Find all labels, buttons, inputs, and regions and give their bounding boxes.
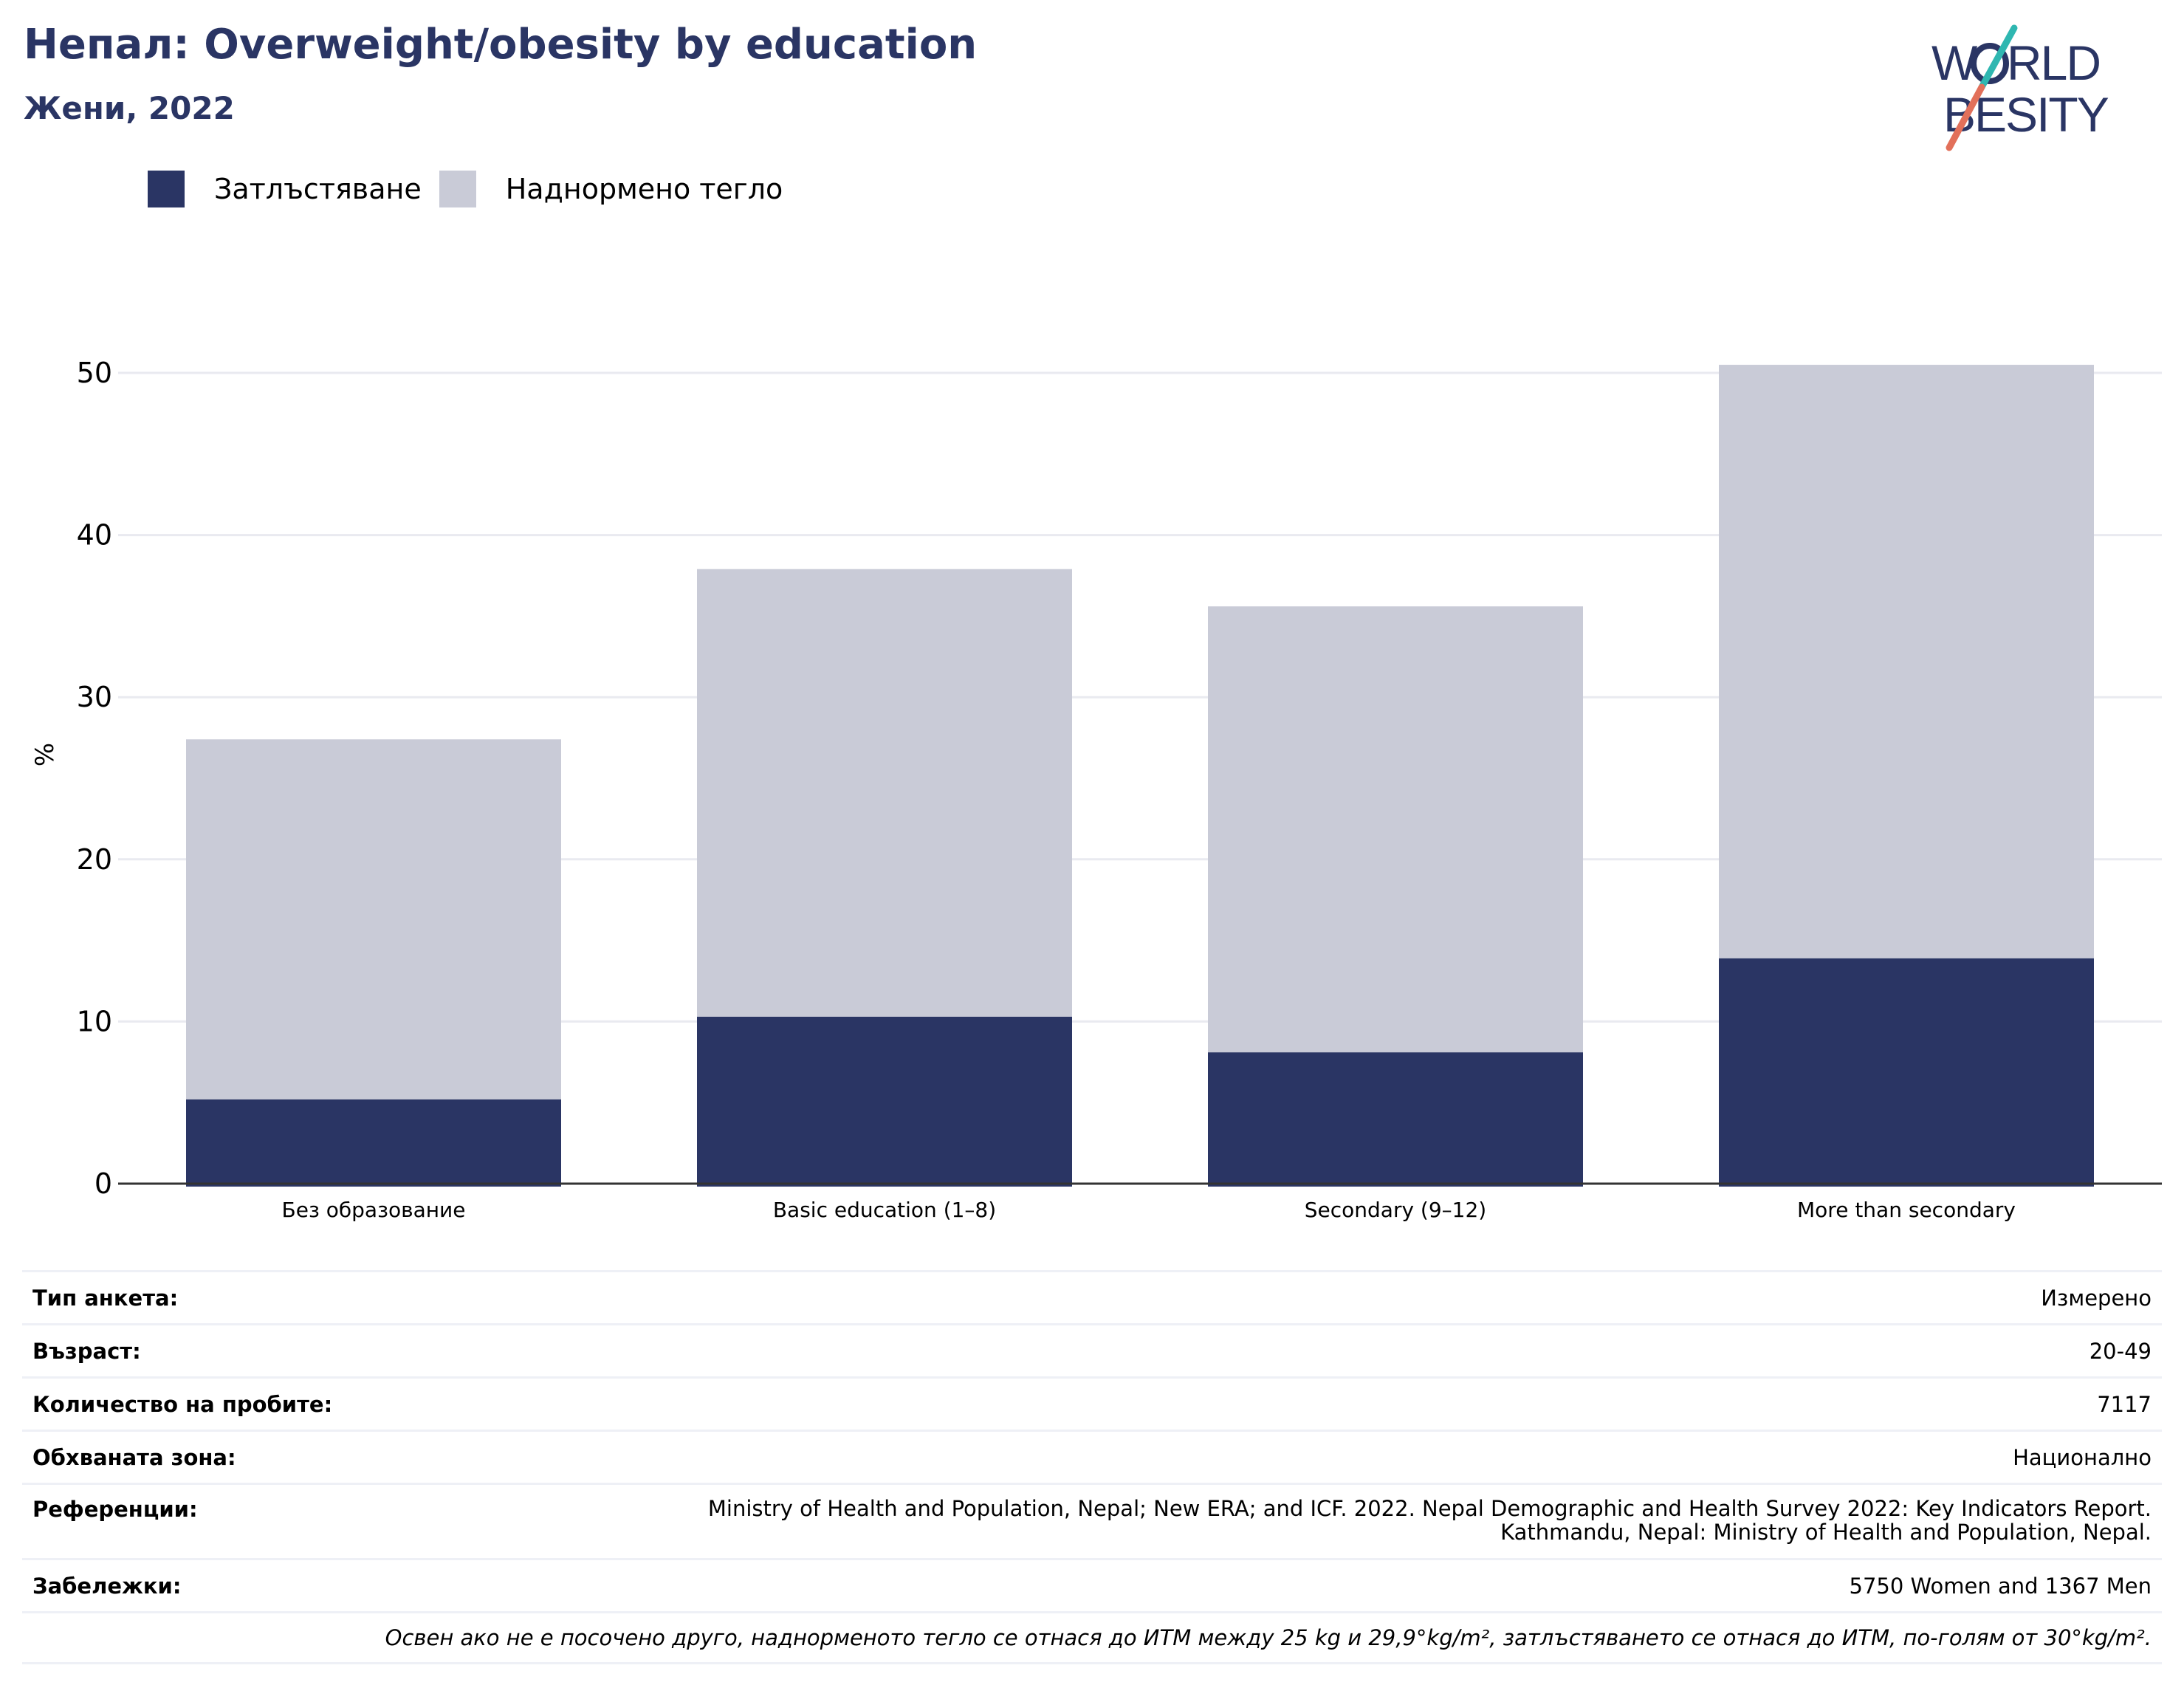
bar-obesity <box>1208 1052 1583 1187</box>
info-value: Ministry of Health and Population, Nepal… <box>707 1496 2152 1545</box>
info-key: Тип анкета: <box>32 1285 179 1311</box>
info-key: Количество на пробите: <box>32 1391 333 1417</box>
info-key: Забележки: <box>32 1573 182 1599</box>
info-table: Тип анкета: Измерено Възраст: 20-49 Коли… <box>22 1270 2162 1664</box>
info-key: Обхваната зона: <box>32 1444 236 1470</box>
footnote-text: Освен ако не е посочено друго, наднормен… <box>385 1625 2152 1650</box>
info-row-notes: Забележки: 5750 Women and 1367 Men <box>22 1558 2162 1611</box>
info-footnote-row: Освен ако не е посочено друго, наднормен… <box>22 1611 2162 1664</box>
chart-legend: Затлъстяване Наднормено тегло <box>148 168 800 210</box>
info-value: Национално <box>2013 1444 2152 1470</box>
info-row-sample-size: Количество на пробите: 7117 <box>22 1376 2162 1430</box>
bar-obesity <box>1719 958 2094 1187</box>
info-key: Възраст: <box>32 1338 141 1364</box>
y-axis-label: % <box>30 743 60 766</box>
legend-swatch-overweight <box>439 171 476 207</box>
info-value: 20-49 <box>2089 1338 2152 1364</box>
x-tick-label: More than secondary <box>1797 1198 2016 1222</box>
y-tick-label: 10 <box>77 1005 112 1037</box>
bars <box>186 365 2094 1187</box>
y-tick-label: 30 <box>77 681 112 713</box>
chart-subtitle: Жени, 2022 <box>24 90 235 126</box>
x-tick-label: Secondary (9–12) <box>1305 1198 1486 1222</box>
info-value: 7117 <box>2097 1391 2152 1417</box>
x-tick-label: Без образование <box>282 1198 466 1222</box>
x-tick-label: Basic education (1–8) <box>773 1198 996 1222</box>
bar-overweight <box>1719 365 2094 958</box>
bar-overweight <box>1208 606 1583 1053</box>
legend-label-overweight: Наднормено тегло <box>505 173 783 205</box>
y-tick-label: 50 <box>77 357 112 389</box>
world-obesity-logo: W RLD BESITY <box>1931 24 2110 151</box>
svg-text:BESITY: BESITY <box>1943 87 2109 142</box>
y-tick-label: 20 <box>77 843 112 876</box>
info-value: Измерено <box>2041 1285 2152 1311</box>
info-row-survey-type: Тип анкета: Измерено <box>22 1270 2162 1323</box>
info-value: 5750 Women and 1367 Men <box>1849 1573 2152 1599</box>
info-row-references: Референции: Ministry of Health and Popul… <box>22 1483 2162 1558</box>
bar-obesity <box>186 1099 561 1187</box>
y-tick-label: 40 <box>77 519 112 552</box>
info-key: Референции: <box>32 1497 198 1522</box>
y-tick-label: 0 <box>95 1167 112 1200</box>
bar-chart: 0 10 20 30 40 50 Без образование Basic educati… <box>30 357 2162 1222</box>
info-row-coverage: Обхваната зона: Национално <box>22 1430 2162 1483</box>
legend-swatch-obesity <box>148 171 185 207</box>
bar-overweight <box>697 569 1072 1017</box>
bar-overweight <box>186 739 561 1099</box>
legend-label-obesity: Затлъстяване <box>214 173 422 205</box>
bar-obesity <box>697 1016 1072 1187</box>
svg-text:RLD: RLD <box>2007 35 2100 90</box>
x-tick-labels: Без образование Basic education (1–8) Seco… <box>282 1198 2016 1222</box>
chart-title: Непал: Overweight/obesity by education <box>24 21 978 69</box>
y-tick-labels: 0 10 20 30 40 50 <box>77 357 112 1200</box>
info-row-age: Възраст: 20-49 <box>22 1323 2162 1376</box>
